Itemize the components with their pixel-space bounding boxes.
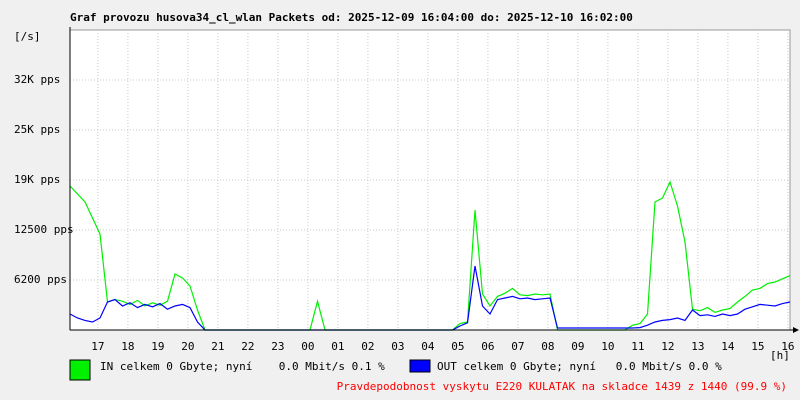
legend-label: IN celkem 0 Gbyte; nyní 0.0 Mbit/s 0.1 %	[100, 360, 385, 373]
x-tick-label: 17	[91, 340, 104, 353]
x-tick-label: 03	[391, 340, 404, 353]
chart-title: Graf provozu husova34_cl_wlan Packets od…	[70, 11, 633, 24]
x-tick-label: 09	[571, 340, 584, 353]
x-tick-label: 14	[721, 340, 735, 353]
x-axis-arrow	[793, 327, 799, 333]
x-tick-label: 13	[691, 340, 704, 353]
x-tick-label: 01	[331, 340, 344, 353]
x-tick-label: 02	[361, 340, 374, 353]
y-tick-label: 32K pps	[14, 73, 60, 86]
x-tick-label: 15	[751, 340, 764, 353]
x-tick-label: 20	[181, 340, 194, 353]
x-tick-label: 21	[211, 340, 224, 353]
legend-swatch	[69, 359, 91, 381]
x-axis-label: [h]	[770, 349, 790, 362]
x-tick-label: 06	[481, 340, 494, 353]
legend-label: OUT celkem 0 Gbyte; nyní 0.0 Mbit/s 0.0 …	[437, 360, 722, 373]
x-tick-label: 23	[271, 340, 284, 353]
x-tick-label: 12	[661, 340, 674, 353]
x-tick-label: 00	[301, 340, 314, 353]
x-tick-label: 19	[151, 340, 164, 353]
y-tick-label: 25K pps	[14, 123, 60, 136]
legend-swatch	[409, 359, 431, 373]
x-tick-label: 08	[541, 340, 554, 353]
x-tick-label: 11	[631, 340, 644, 353]
x-tick-label: 05	[451, 340, 464, 353]
x-tick-label: 07	[511, 340, 524, 353]
x-tick-label: 16	[781, 340, 794, 353]
x-tick-label: 10	[601, 340, 614, 353]
x-tick-label: 22	[241, 340, 254, 353]
x-tick-label: 04	[421, 340, 435, 353]
y-axis-label: [/s]	[14, 30, 41, 43]
annotation: Pravdepodobnost vyskytu E220 KULATAK na …	[337, 380, 787, 393]
y-tick-label: 6200 pps	[14, 273, 67, 286]
y-tick-label: 12500 pps	[14, 223, 74, 236]
y-tick-label: 19K pps	[14, 173, 60, 186]
x-tick-label: 18	[121, 340, 134, 353]
grid	[70, 30, 790, 330]
